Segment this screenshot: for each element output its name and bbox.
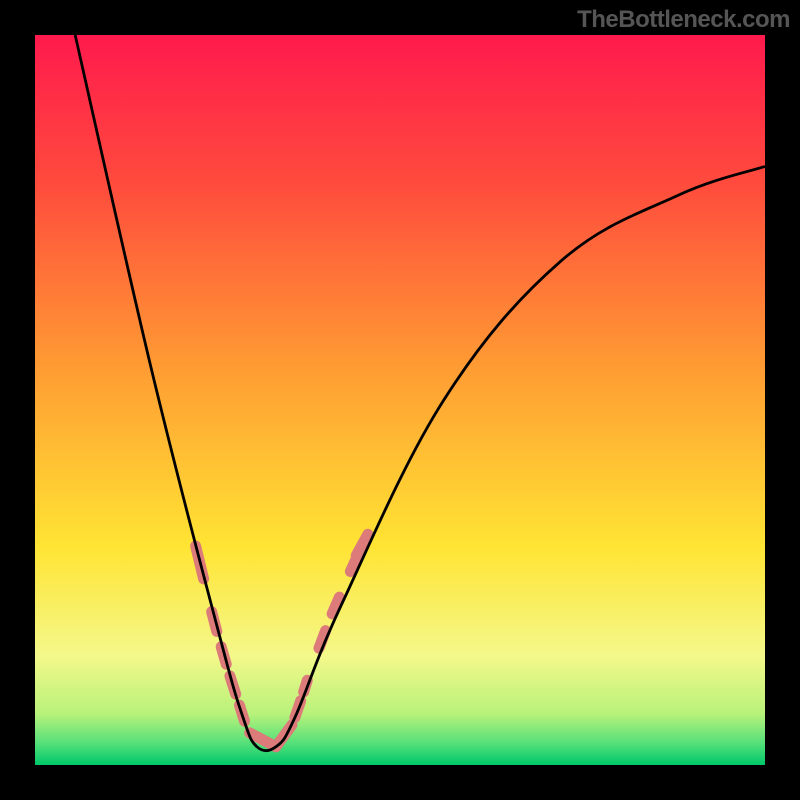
gradient-background — [35, 35, 765, 765]
frame: TheBottleneck.com — [0, 0, 800, 800]
watermark: TheBottleneck.com — [577, 6, 790, 34]
plot-area — [35, 35, 765, 765]
